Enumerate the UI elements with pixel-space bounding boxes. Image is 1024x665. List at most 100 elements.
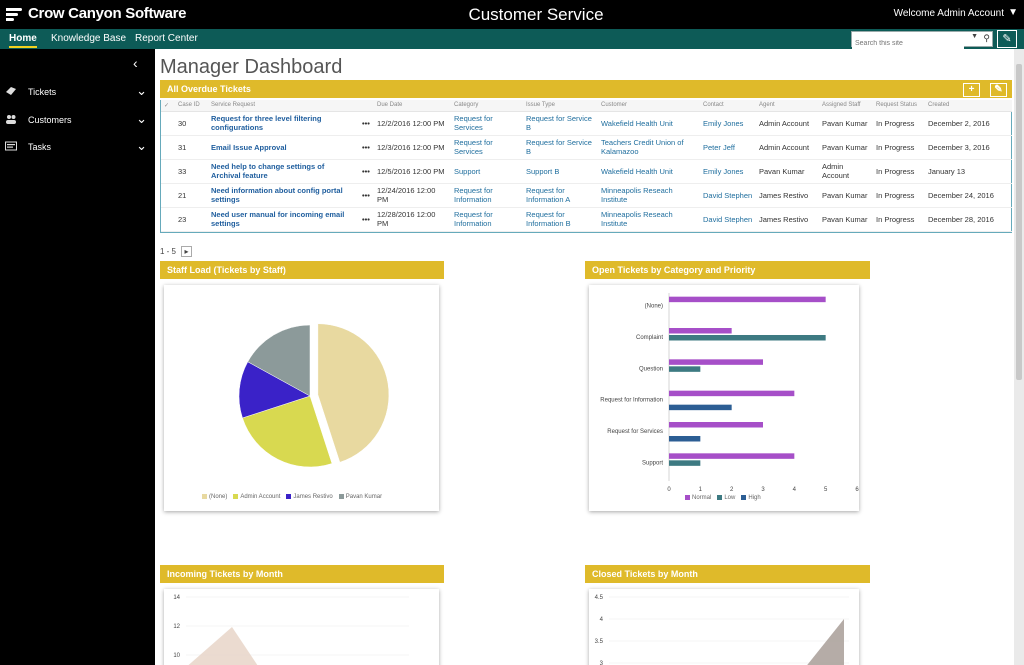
bar-low[interactable] — [669, 366, 701, 372]
table-row[interactable]: 21 Need information about config portal s… — [161, 183, 1012, 208]
x-tick-label: 5 — [824, 487, 828, 493]
table-cell[interactable]: Request for three level filtering config… — [208, 111, 358, 136]
y-tick-label: 12 — [173, 624, 180, 630]
bar-normal[interactable] — [669, 296, 826, 303]
collapse-sidebar-icon[interactable]: ‹ — [133, 55, 138, 71]
bar-normal[interactable] — [669, 422, 763, 428]
table-cell[interactable]: Request for Information A — [523, 183, 598, 208]
sidebar-item-tasks[interactable]: Tasks ⌄ — [5, 138, 150, 156]
column-header[interactable]: Contact — [700, 100, 756, 112]
open-tickets-chart: 0 1 2 3 4 5 6 (None) Complaint Question Request fo… — [589, 285, 859, 511]
vertical-scrollbar[interactable] — [1014, 49, 1024, 665]
column-header[interactable] — [358, 100, 374, 112]
table-cell[interactable]: Request for Service B — [523, 111, 598, 136]
search-icon[interactable]: ⚲ — [983, 33, 990, 43]
welcome-menu[interactable]: Welcome Admin Account — [893, 8, 1004, 19]
table-cell[interactable]: Support — [451, 159, 523, 184]
table-row[interactable]: 31 Email Issue Approval ••• 12/3/2016 12:00… — [161, 135, 1012, 160]
open-tickets-header: Open Tickets by Category and Priority — [585, 261, 870, 279]
table-cell[interactable]: Need help to change settings of Archival… — [208, 159, 358, 184]
bar-low[interactable] — [669, 460, 701, 466]
table-cell[interactable]: Request for Information — [451, 207, 523, 232]
table-cell[interactable]: Teachers Credit Union of Kalamazoo — [598, 135, 700, 160]
column-header[interactable]: ✓ — [161, 100, 175, 112]
edit-icon[interactable]: ✎ — [990, 83, 1007, 97]
table-row[interactable]: 33 Need help to change settings of Archiv… — [161, 159, 1012, 184]
bar-low[interactable] — [669, 335, 826, 341]
next-page-button[interactable]: ▸ — [180, 246, 192, 257]
table-cell: 12/24/2016 12:00 PM — [374, 183, 451, 208]
column-header[interactable]: Request Status — [873, 100, 925, 112]
users-icon — [6, 115, 16, 124]
column-header[interactable]: Customer — [598, 100, 700, 112]
column-header[interactable]: Due Date — [374, 100, 451, 112]
pie-slice-pavan-kumar[interactable] — [247, 324, 311, 397]
table-cell[interactable]: David Stephen — [700, 183, 756, 208]
table-cell[interactable]: Minneapolis Reseach Institute — [598, 207, 700, 232]
row-actions-menu[interactable]: ••• — [358, 183, 374, 208]
table-cell[interactable]: Wakefield Health Unit — [598, 159, 700, 184]
nav-knowledge-base[interactable]: Knowledge Base — [51, 33, 127, 44]
column-header[interactable]: Agent — [756, 100, 819, 112]
row-actions-menu[interactable]: ••• — [358, 207, 374, 232]
chevron-down-icon[interactable]: ⌄ — [136, 138, 147, 153]
pie-slice-none[interactable] — [317, 323, 390, 463]
table-cell[interactable]: Need user manual for incoming email sett… — [208, 207, 358, 232]
add-icon[interactable]: + — [963, 83, 980, 97]
column-header[interactable]: Service Request — [208, 100, 358, 112]
table-cell[interactable]: Need information about config portal set… — [208, 183, 358, 208]
pie-slice-james-restivo[interactable] — [238, 361, 311, 419]
chevron-down-icon[interactable]: ⌄ — [136, 111, 147, 126]
table-cell: Admin Account — [819, 159, 873, 184]
row-actions-menu[interactable]: ••• — [358, 159, 374, 184]
settings-wrench-icon[interactable]: ✎ — [997, 30, 1017, 48]
table-cell[interactable]: Request for Information — [451, 183, 523, 208]
legend-item: Normal — [685, 495, 711, 501]
bar-normal[interactable] — [669, 328, 732, 334]
table-cell[interactable]: Wakefield Health Unit — [598, 111, 700, 136]
column-header[interactable]: Issue Type — [523, 100, 598, 112]
table-cell[interactable]: Request for Services — [451, 135, 523, 160]
column-header[interactable]: Assigned Staff — [819, 100, 873, 112]
chevron-down-icon[interactable]: ▼ — [1008, 7, 1018, 18]
row-actions-menu[interactable]: ••• — [358, 135, 374, 160]
table-cell[interactable]: Emily Jones — [700, 111, 756, 136]
scrollbar-thumb[interactable] — [1016, 64, 1022, 380]
table-cell[interactable]: Request for Information B — [523, 207, 598, 232]
y-tick-label: 4.5 — [595, 595, 604, 601]
nav-home[interactable]: Home — [9, 33, 37, 48]
chevron-down-icon[interactable]: ⌄ — [136, 83, 147, 98]
bar-high[interactable] — [669, 404, 732, 411]
table-row[interactable]: 23 Need user manual for incoming email se… — [161, 207, 1012, 232]
logo[interactable]: Crow Canyon Software — [6, 5, 186, 22]
column-header[interactable]: Case ID — [175, 100, 208, 112]
table-cell[interactable]: Email Issue Approval — [208, 135, 358, 160]
bar-normal[interactable] — [669, 390, 795, 397]
table-cell[interactable]: Request for Services — [451, 111, 523, 136]
table-row[interactable]: 30 Request for three level filtering conf… — [161, 111, 1012, 136]
column-header[interactable]: Category — [451, 100, 523, 112]
table-cell[interactable]: Emily Jones — [700, 159, 756, 184]
table-cell[interactable]: Peter Jeff — [700, 135, 756, 160]
table-cell[interactable]: Minneapolis Reseach Institute — [598, 183, 700, 208]
logo-icon — [6, 6, 24, 22]
table-cell: In Progress — [873, 135, 925, 160]
table-cell: December 24, 2016 — [925, 183, 1012, 208]
top-bar: Crow Canyon Software Customer Service We… — [0, 0, 1024, 29]
bar-high[interactable] — [669, 436, 701, 442]
sidebar-item-customers[interactable]: Customers ⌄ — [5, 111, 150, 129]
pie-slice-admin-account[interactable] — [242, 395, 333, 468]
bar-normal[interactable] — [669, 359, 763, 365]
nav-report-center[interactable]: Report Center — [135, 33, 198, 44]
table-cell[interactable]: Support B — [523, 159, 598, 184]
search-input[interactable] — [852, 36, 964, 51]
sidebar-item-tickets[interactable]: Tickets ⌄ — [5, 83, 150, 101]
table-cell[interactable]: Request for Service B — [523, 135, 598, 160]
search-scope-dropdown-icon[interactable]: ▼ — [971, 33, 978, 40]
table-cell[interactable]: David Stephen — [700, 207, 756, 232]
column-header[interactable]: Created — [925, 100, 1012, 112]
bar-normal[interactable] — [669, 453, 795, 459]
row-select — [161, 159, 175, 184]
row-actions-menu[interactable]: ••• — [358, 111, 374, 136]
y-tick-label: 14 — [173, 595, 180, 601]
